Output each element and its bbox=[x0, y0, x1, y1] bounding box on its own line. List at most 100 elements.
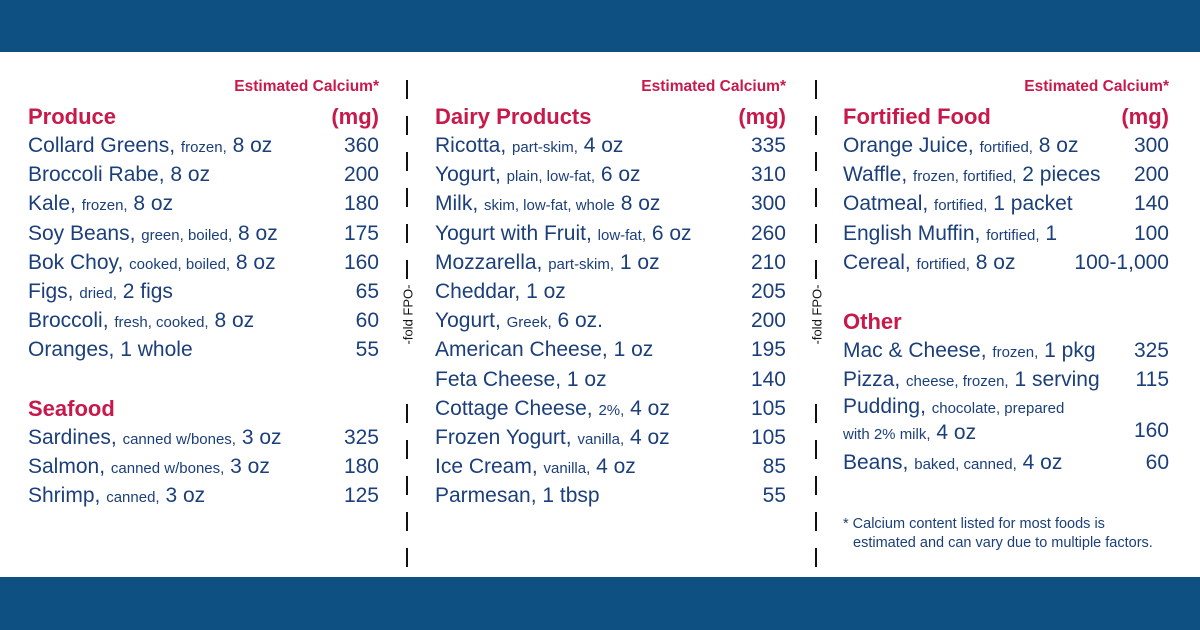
calcium-value: 125 bbox=[343, 484, 379, 508]
produce-list: Collard Greens, frozen, 8 oz 360 Broccoli … bbox=[28, 131, 379, 365]
top-band bbox=[0, 0, 1200, 52]
unit-label: (mg) bbox=[331, 104, 379, 129]
food-quantity: 1 serving bbox=[1014, 368, 1100, 392]
section-heading: Seafood bbox=[28, 394, 379, 423]
section-title: Produce bbox=[28, 104, 117, 129]
food-row: Broccoli, fresh, cooked, 8 oz 60 bbox=[28, 306, 379, 335]
footnote: * Calcium content listed for most foods … bbox=[843, 515, 1173, 553]
food-description: low-fat, bbox=[597, 226, 646, 244]
food-row: Ricotta, part-skim, 4 oz 335 bbox=[435, 131, 786, 160]
food-description: canned w/bones, bbox=[110, 460, 225, 478]
calcium-value: 105 bbox=[750, 396, 786, 420]
food-description: green, boiled, bbox=[141, 226, 233, 244]
food-row: Salmon, canned w/bones, 3 oz 180 bbox=[28, 452, 379, 481]
food-quantity: 1 oz bbox=[566, 367, 607, 391]
calcium-value: 300 bbox=[1133, 134, 1169, 157]
estimated-calcium-label: Estimated Calcium* bbox=[1024, 78, 1169, 95]
food-row: Cottage Cheese, 2%, 4 oz 105 bbox=[435, 394, 786, 423]
food-row: Frozen Yogurt, vanilla, 4 oz 105 bbox=[435, 423, 786, 452]
food-description: frozen, bbox=[180, 139, 227, 156]
food-name: Yogurt, bbox=[435, 163, 501, 187]
section-heading: Dairy Products (mg) bbox=[435, 102, 786, 131]
food-description: part-skim, bbox=[512, 139, 578, 156]
food-description: baked, canned, bbox=[914, 456, 1017, 474]
food-quantity: 4 oz bbox=[1022, 451, 1063, 475]
calcium-value: 310 bbox=[750, 163, 786, 187]
food-description: skim, low-fat, whole bbox=[484, 197, 615, 215]
calcium-value: 200 bbox=[750, 309, 786, 333]
food-row: Mac & Cheese, frozen, 1 pkg 325 bbox=[843, 336, 1169, 365]
food-description: fortified, bbox=[934, 197, 988, 215]
section-title: Seafood bbox=[28, 396, 115, 421]
food-description: Greek, bbox=[506, 314, 552, 332]
fold-dash bbox=[406, 260, 408, 279]
food-quantity: 1 oz bbox=[619, 250, 660, 274]
fold-dash bbox=[406, 476, 408, 495]
unit-label: (mg) bbox=[1121, 104, 1169, 129]
food-name: Collard Greens, bbox=[28, 134, 176, 157]
food-name: Sardines, bbox=[28, 426, 117, 449]
section-fortified: Fortified Food (mg) Orange Juice, fortif… bbox=[843, 102, 1169, 277]
calcium-value: 60 bbox=[355, 309, 379, 333]
section-heading: Other bbox=[843, 307, 1169, 336]
food-name: Mozzarella, bbox=[435, 250, 543, 274]
section-title: Other bbox=[843, 309, 902, 334]
food-name: Oatmeal, bbox=[843, 192, 929, 216]
fold-dash bbox=[815, 512, 817, 531]
food-quantity: 3 oz bbox=[165, 484, 206, 508]
food-name: Waffle, bbox=[843, 163, 908, 187]
calcium-value: 360 bbox=[343, 134, 379, 157]
calcium-value: 85 bbox=[762, 455, 786, 479]
food-name: Parmesan, bbox=[435, 484, 537, 508]
seafood-list: Sardines, canned w/bones, 3 oz 325 Salmon,… bbox=[28, 423, 379, 511]
calcium-value: 325 bbox=[343, 426, 379, 449]
column-dairy: Estimated Calcium* Dairy Products (mg) R… bbox=[435, 52, 786, 577]
bottom-band bbox=[0, 577, 1200, 630]
calcium-value: 180 bbox=[343, 192, 379, 216]
calcium-value: 205 bbox=[750, 279, 786, 303]
food-name: Milk, bbox=[435, 192, 479, 216]
food-quantity: 1 oz bbox=[526, 279, 566, 303]
food-name: Salmon, bbox=[28, 455, 106, 479]
food-name: Ice Cream, bbox=[435, 455, 538, 479]
dairy-list: Ricotta, part-skim, 4 oz 335 Yogurt, plain… bbox=[435, 131, 786, 510]
food-name: Bok Choy, bbox=[28, 250, 124, 274]
calcium-value: 100-1,000 bbox=[1074, 250, 1169, 274]
footnote-line: estimated and can vary due to multiple f… bbox=[853, 535, 1153, 551]
food-row: Waffle, frozen, fortified, 2 pieces 200 bbox=[843, 160, 1169, 189]
calcium-value: 160 bbox=[1133, 419, 1169, 443]
food-quantity: 6 oz bbox=[651, 221, 692, 245]
food-description: frozen, bbox=[81, 197, 128, 215]
food-row: Ice Cream, vanilla, 4 oz 85 bbox=[435, 452, 786, 481]
calcium-value: 175 bbox=[343, 221, 379, 245]
fold-dash bbox=[815, 152, 817, 171]
food-quantity: 1 whole bbox=[120, 338, 193, 362]
food-name: Feta Cheese, bbox=[435, 367, 562, 391]
food-row: Oranges, 1 whole 55 bbox=[28, 335, 379, 364]
fold-dash bbox=[406, 116, 408, 135]
fold-dash bbox=[815, 80, 817, 99]
calcium-value: 200 bbox=[343, 163, 379, 187]
calcium-value: 115 bbox=[1135, 368, 1169, 392]
food-description: 2%, bbox=[598, 401, 625, 419]
fold-dash bbox=[815, 188, 817, 207]
food-row: Feta Cheese, 1 oz 140 bbox=[435, 365, 786, 394]
fold-guide-right bbox=[815, 80, 817, 575]
fold-guide-left bbox=[406, 80, 408, 575]
food-name: Broccoli Rabe, bbox=[28, 163, 165, 187]
calcium-value: 200 bbox=[1133, 163, 1169, 187]
food-quantity: 8 oz bbox=[975, 250, 1016, 274]
food-name: American Cheese, bbox=[435, 338, 608, 362]
food-row: Figs, dried, 2 figs 65 bbox=[28, 277, 379, 306]
food-description: canned w/bones, bbox=[122, 431, 236, 448]
calcium-value: 55 bbox=[355, 338, 379, 362]
fold-dash bbox=[815, 404, 817, 423]
food-row: Collard Greens, frozen, 8 oz 360 bbox=[28, 131, 379, 160]
food-name: Pizza, bbox=[843, 368, 901, 392]
fold-label: -fold FPO- bbox=[400, 284, 416, 345]
food-name: Mac & Cheese, bbox=[843, 339, 987, 362]
calcium-value: 55 bbox=[762, 484, 786, 508]
food-quantity: 4 oz bbox=[596, 455, 636, 479]
calcium-value: 260 bbox=[750, 221, 786, 245]
food-quantity: 3 oz bbox=[241, 426, 282, 449]
